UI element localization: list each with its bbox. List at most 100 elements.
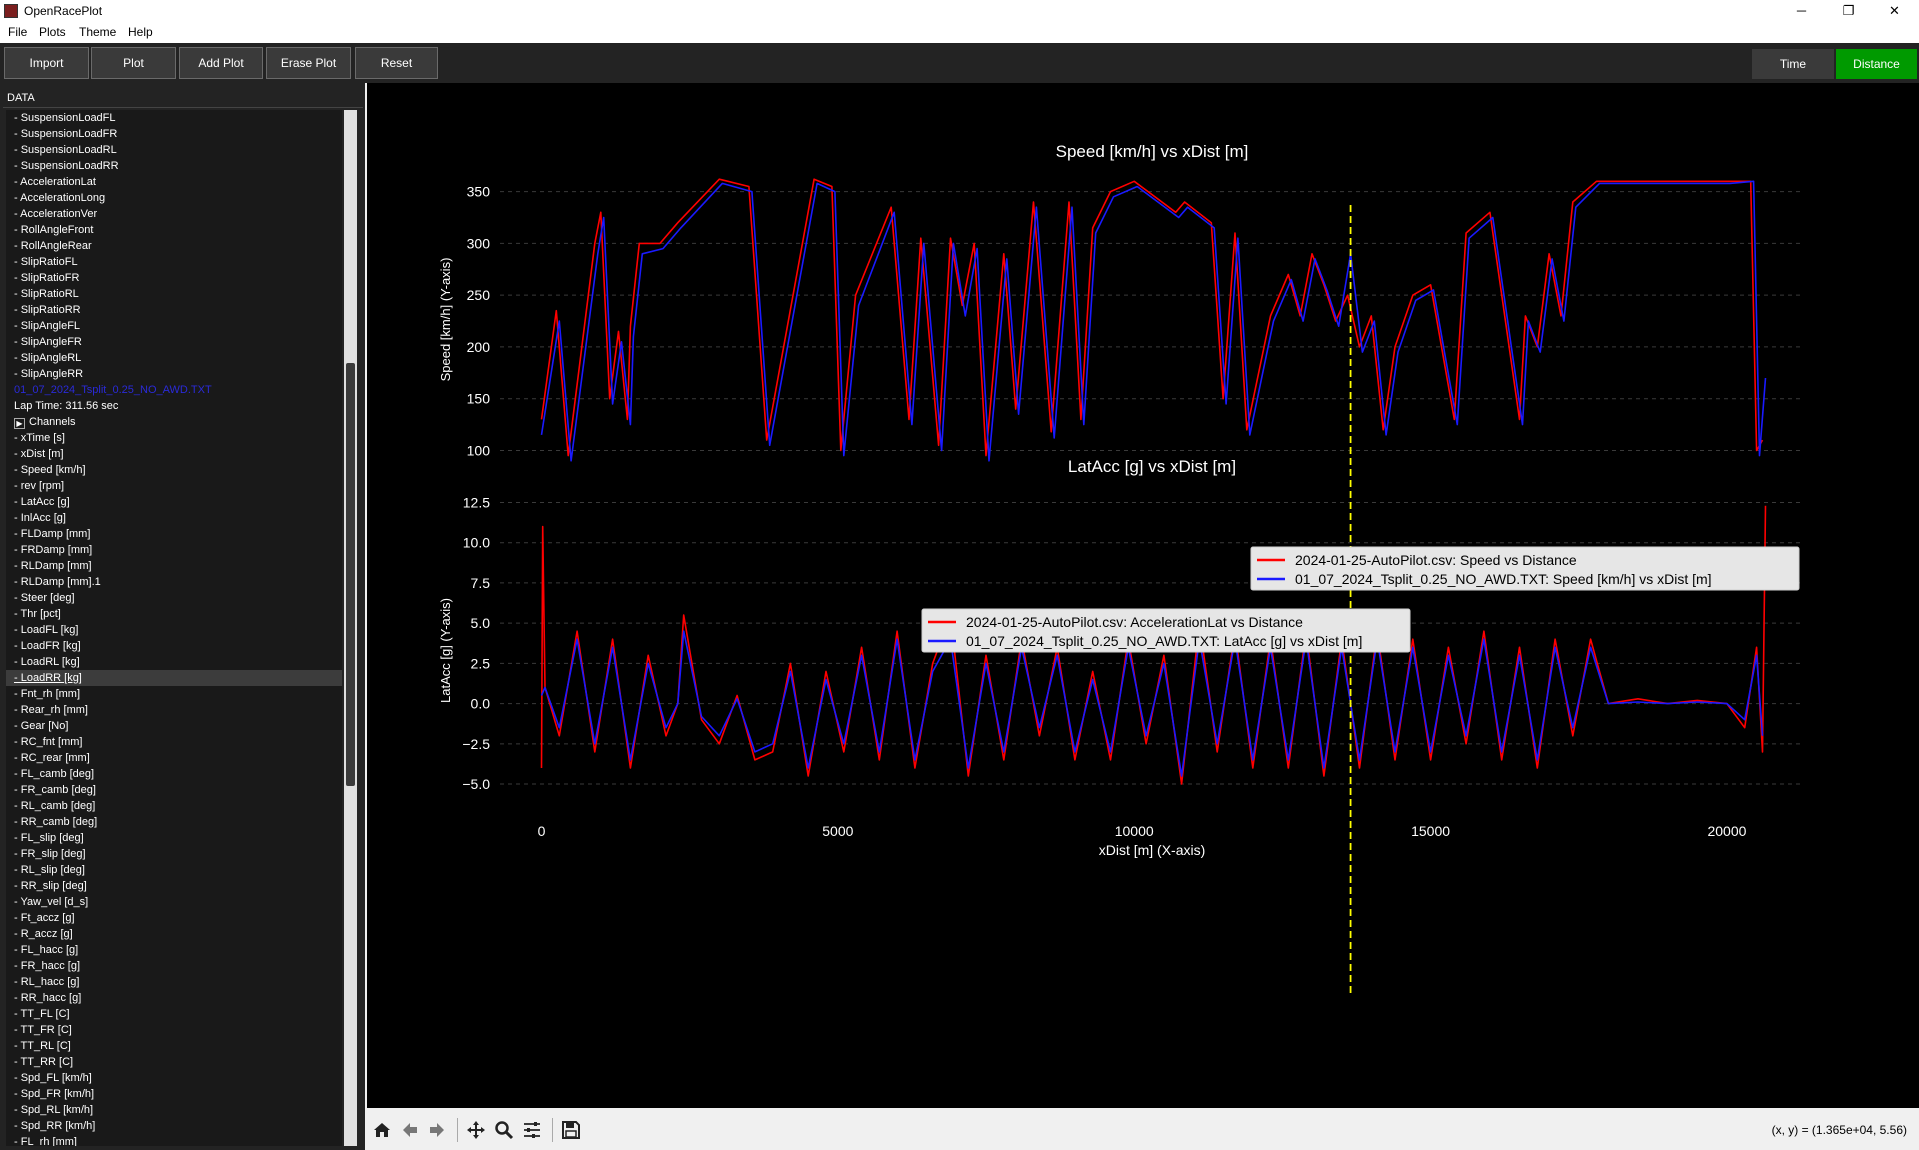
channel-item[interactable]: - RR_slip [deg] <box>14 880 87 892</box>
channel-item[interactable]: - FR_hacc [g] <box>14 960 81 972</box>
legend-box <box>921 608 1411 653</box>
channel-item[interactable]: - RL_camb [deg] <box>14 800 96 812</box>
menu-plots[interactable]: Plots <box>39 25 66 39</box>
channel-item[interactable]: - TT_FL [C] <box>14 1008 70 1020</box>
channel-item[interactable]: - FL_slip [deg] <box>14 832 84 844</box>
channel-item[interactable]: - SlipAngleRL <box>14 352 82 364</box>
plot-figure[interactable]: 100 150 200 250 300 350 Speed [km/h] vs xDist … <box>367 83 1919 1108</box>
channel-item[interactable]: - RR_camb [deg] <box>14 816 98 828</box>
channel-item[interactable]: - FR_camb [deg] <box>14 784 96 796</box>
add-plot-button[interactable]: Add Plot <box>179 47 263 79</box>
channel-item[interactable]: - FL_hacc [g] <box>14 944 79 956</box>
channel-item[interactable]: - rev [rpm] <box>14 480 65 492</box>
channel-item[interactable]: - SlipAngleRR <box>14 368 84 380</box>
channel-item[interactable]: - FL_rh [mm] <box>14 1136 77 1146</box>
menu-help[interactable]: Help <box>128 25 153 39</box>
channel-item[interactable]: - Yaw_vel [d_s] <box>14 896 89 908</box>
channel-item[interactable]: - RR_hacc [g] <box>14 992 82 1004</box>
home-icon[interactable] <box>370 1118 394 1142</box>
close-button[interactable]: ✕ <box>1889 3 1900 18</box>
channel-item[interactable]: - FR_slip [deg] <box>14 848 86 860</box>
channel-item[interactable]: - RC_fnt [mm] <box>14 736 83 748</box>
channel-item[interactable]: - InlAcc [g] <box>14 512 66 524</box>
menu-bar: File Plots Theme Help <box>0 22 1919 43</box>
channel-item[interactable]: - Spd_FR [km/h] <box>14 1088 95 1100</box>
channel-tree[interactable]: - SuspensionLoadFL - SuspensionLoadFR - Su… <box>6 110 342 1146</box>
channel-item[interactable]: - RLDamp [mm] <box>14 560 92 572</box>
app-logo-icon <box>4 4 18 18</box>
plot-button[interactable]: Plot <box>91 47 176 79</box>
chart-title: LatAcc [g] vs xDist [m] <box>1068 457 1236 476</box>
channel-item-selected[interactable]: - LoadRR [kg] <box>6 670 342 686</box>
channel-item[interactable]: - xDist [m] <box>14 448 64 460</box>
channel-item[interactable]: - Ft_accz [g] <box>14 912 75 924</box>
channel-item[interactable]: - TT_RR [C] <box>14 1056 74 1068</box>
x-axis-label: xDist [m] (X-axis) <box>1099 842 1206 858</box>
reset-button[interactable]: Reset <box>355 47 438 79</box>
channels-group[interactable]: ▶ Channels <box>6 414 342 430</box>
channel-item[interactable]: - Speed [km/h] <box>14 464 86 476</box>
channel-item[interactable]: - Spd_RR [km/h] <box>14 1120 96 1132</box>
channel-item[interactable]: - LoadFR [kg] <box>14 640 81 652</box>
channel-item[interactable]: - FLDamp [mm] <box>14 528 91 540</box>
channel-item[interactable]: - Thr [pct] <box>14 608 61 620</box>
minimize-button[interactable]: ─ <box>1796 3 1807 18</box>
import-button[interactable]: Import <box>4 47 89 79</box>
menu-file[interactable]: File <box>8 25 28 39</box>
configure-icon[interactable] <box>520 1118 544 1142</box>
channel-item[interactable]: - R_accz [g] <box>14 928 73 940</box>
toolbar-separator <box>457 1118 458 1142</box>
channel-item[interactable]: - SlipRatioRR <box>14 304 81 316</box>
channel-item[interactable]: - RC_rear [mm] <box>14 752 90 764</box>
file-item[interactable]: 01_07_2024_Tsplit_0.25_NO_AWD.TXT <box>14 384 212 396</box>
zoom-icon[interactable] <box>492 1118 516 1142</box>
channel-item[interactable]: - LatAcc [g] <box>14 496 70 508</box>
y-tick-label: 0.0 <box>471 696 491 712</box>
channel-item[interactable]: - SlipRatioFL <box>14 256 78 268</box>
channel-item[interactable]: - SlipAngleFL <box>14 320 81 332</box>
channel-item[interactable]: - AccelerationLat <box>14 176 96 188</box>
channel-item[interactable]: - RollAngleFront <box>14 224 94 236</box>
channel-item[interactable]: - TT_RL [C] <box>14 1040 71 1052</box>
plot-canvas[interactable]: 100 150 200 250 300 350 Speed [km/h] vs xDist … <box>367 83 1919 1108</box>
channel-item[interactable]: - Gear [No] <box>14 720 69 732</box>
erase-plot-button[interactable]: Erase Plot <box>266 47 351 79</box>
channel-item[interactable]: - LoadFL [kg] <box>14 624 79 636</box>
channel-item[interactable]: - AccelerationLong <box>14 192 106 204</box>
channel-item[interactable]: - RL_hacc [g] <box>14 976 80 988</box>
channel-item[interactable]: - RLDamp [mm].1 <box>14 576 101 588</box>
channel-item[interactable]: - SuspensionLoadRL <box>14 144 117 156</box>
channel-item[interactable]: - Spd_FL [km/h] <box>14 1072 92 1084</box>
channel-item[interactable]: - Steer [deg] <box>14 592 75 604</box>
channel-item[interactable]: - Rear_rh [mm] <box>14 704 88 716</box>
scrollbar-thumb[interactable] <box>346 363 355 786</box>
series-line-0-0 <box>540 178 1764 457</box>
menu-theme[interactable]: Theme <box>79 25 117 39</box>
channel-item[interactable]: - FRDamp [mm] <box>14 544 93 556</box>
channel-item[interactable]: - TT_FR [C] <box>14 1024 72 1036</box>
channel-item[interactable]: - xTime [s] <box>14 432 65 444</box>
channel-item[interactable]: - RollAngleRear <box>14 240 92 252</box>
channels-label: Channels <box>29 416 76 428</box>
channel-item[interactable]: - SlipRatioRL <box>14 288 79 300</box>
channel-item[interactable]: - SlipRatioFR <box>14 272 80 284</box>
pan-icon[interactable] <box>464 1118 488 1142</box>
maximize-button[interactable]: ❐ <box>1842 3 1855 18</box>
channel-item[interactable]: - FL_camb [deg] <box>14 768 95 780</box>
channel-item[interactable]: - SuspensionLoadFL <box>14 112 116 124</box>
channel-item[interactable]: - Spd_RL [km/h] <box>14 1104 94 1116</box>
channel-item[interactable]: - SlipAngleFR <box>14 336 82 348</box>
channel-item[interactable]: - LoadRL [kg] <box>14 656 80 668</box>
channel-item[interactable]: - RL_slip [deg] <box>14 864 85 876</box>
back-icon[interactable] <box>398 1118 422 1142</box>
distance-mode-button[interactable]: Distance <box>1836 49 1917 79</box>
channel-item[interactable]: - AccelerationVer <box>14 208 98 220</box>
time-mode-button[interactable]: Time <box>1752 49 1834 79</box>
channel-item[interactable]: - SuspensionLoadFR <box>14 128 118 140</box>
expand-arrow-icon[interactable]: ▶ <box>14 418 25 429</box>
channel-item[interactable]: - Fnt_rh [mm] <box>14 688 81 700</box>
channel-item[interactable]: - SuspensionLoadRR <box>14 160 119 172</box>
save-icon[interactable] <box>559 1118 583 1142</box>
sidebar-scrollbar[interactable] <box>344 110 357 1146</box>
forward-icon[interactable] <box>425 1118 449 1142</box>
